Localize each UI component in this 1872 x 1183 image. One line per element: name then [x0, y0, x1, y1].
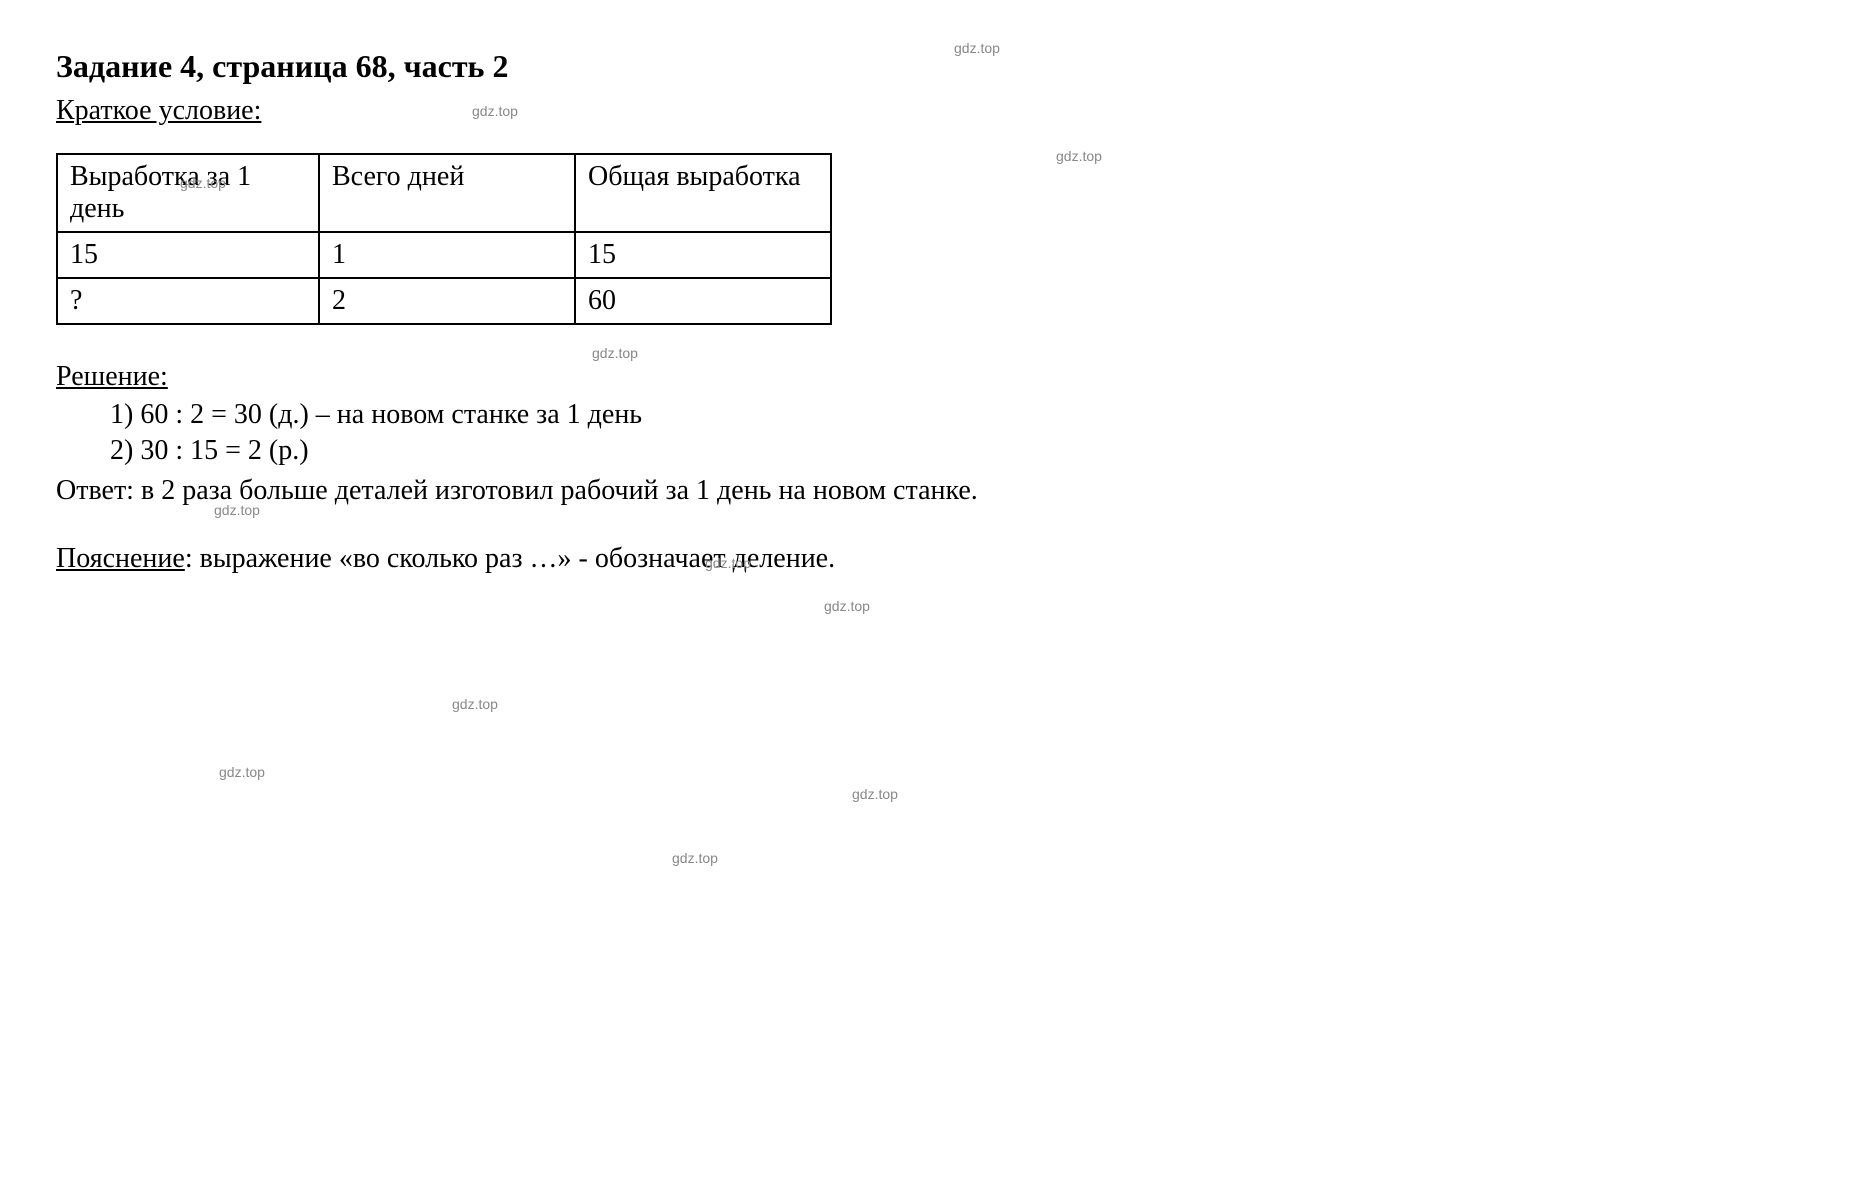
- watermark: gdz.top: [852, 786, 898, 802]
- table-header-row: Выработка за 1 день Всего дней Общая выр…: [57, 154, 831, 232]
- explanation-label: Пояснение: [56, 543, 185, 574]
- table-cell: 15: [57, 232, 319, 278]
- solution-step: 60 : 2 = 30 (д.) – на новом станке за 1 …: [110, 397, 1816, 433]
- solution-step: 30 : 15 = 2 (р.): [110, 433, 1816, 469]
- watermark: gdz.top: [672, 850, 718, 866]
- table-row: ? 2 60: [57, 278, 831, 324]
- solution-steps: 60 : 2 = 30 (д.) – на новом станке за 1 …: [110, 397, 1816, 469]
- watermark: gdz.top: [1056, 148, 1102, 164]
- explanation-text: : выражение «во сколько раз …» - обознач…: [185, 543, 835, 574]
- answer-text: в 2 раза больше деталей изготовил рабочи…: [141, 475, 978, 506]
- answer-line: Ответ: в 2 раза больше деталей изготовил…: [56, 475, 1136, 507]
- explanation-line: Пояснение: выражение «во сколько раз …» …: [56, 543, 1816, 575]
- watermark: gdz.top: [824, 598, 870, 614]
- task-heading: Задание 4, страница 68, часть 2: [56, 48, 1816, 85]
- solution-label: Решение:: [56, 361, 1816, 393]
- table-row: 15 1 15: [57, 232, 831, 278]
- condition-label: Краткое условие:: [56, 95, 1816, 127]
- table-cell: 2: [319, 278, 575, 324]
- table-cell: 1: [319, 232, 575, 278]
- watermark: gdz.top: [592, 345, 638, 361]
- table-cell: 60: [575, 278, 831, 324]
- table-header-cell: Общая выработка: [575, 154, 831, 232]
- table-cell: ?: [57, 278, 319, 324]
- table-header-cell: Всего дней: [319, 154, 575, 232]
- condition-table: Выработка за 1 день Всего дней Общая выр…: [56, 153, 832, 325]
- watermark: gdz.top: [452, 696, 498, 712]
- watermark: gdz.top: [219, 764, 265, 780]
- table-header-cell: Выработка за 1 день: [57, 154, 319, 232]
- table-cell: 15: [575, 232, 831, 278]
- answer-prefix: Ответ:: [56, 475, 141, 506]
